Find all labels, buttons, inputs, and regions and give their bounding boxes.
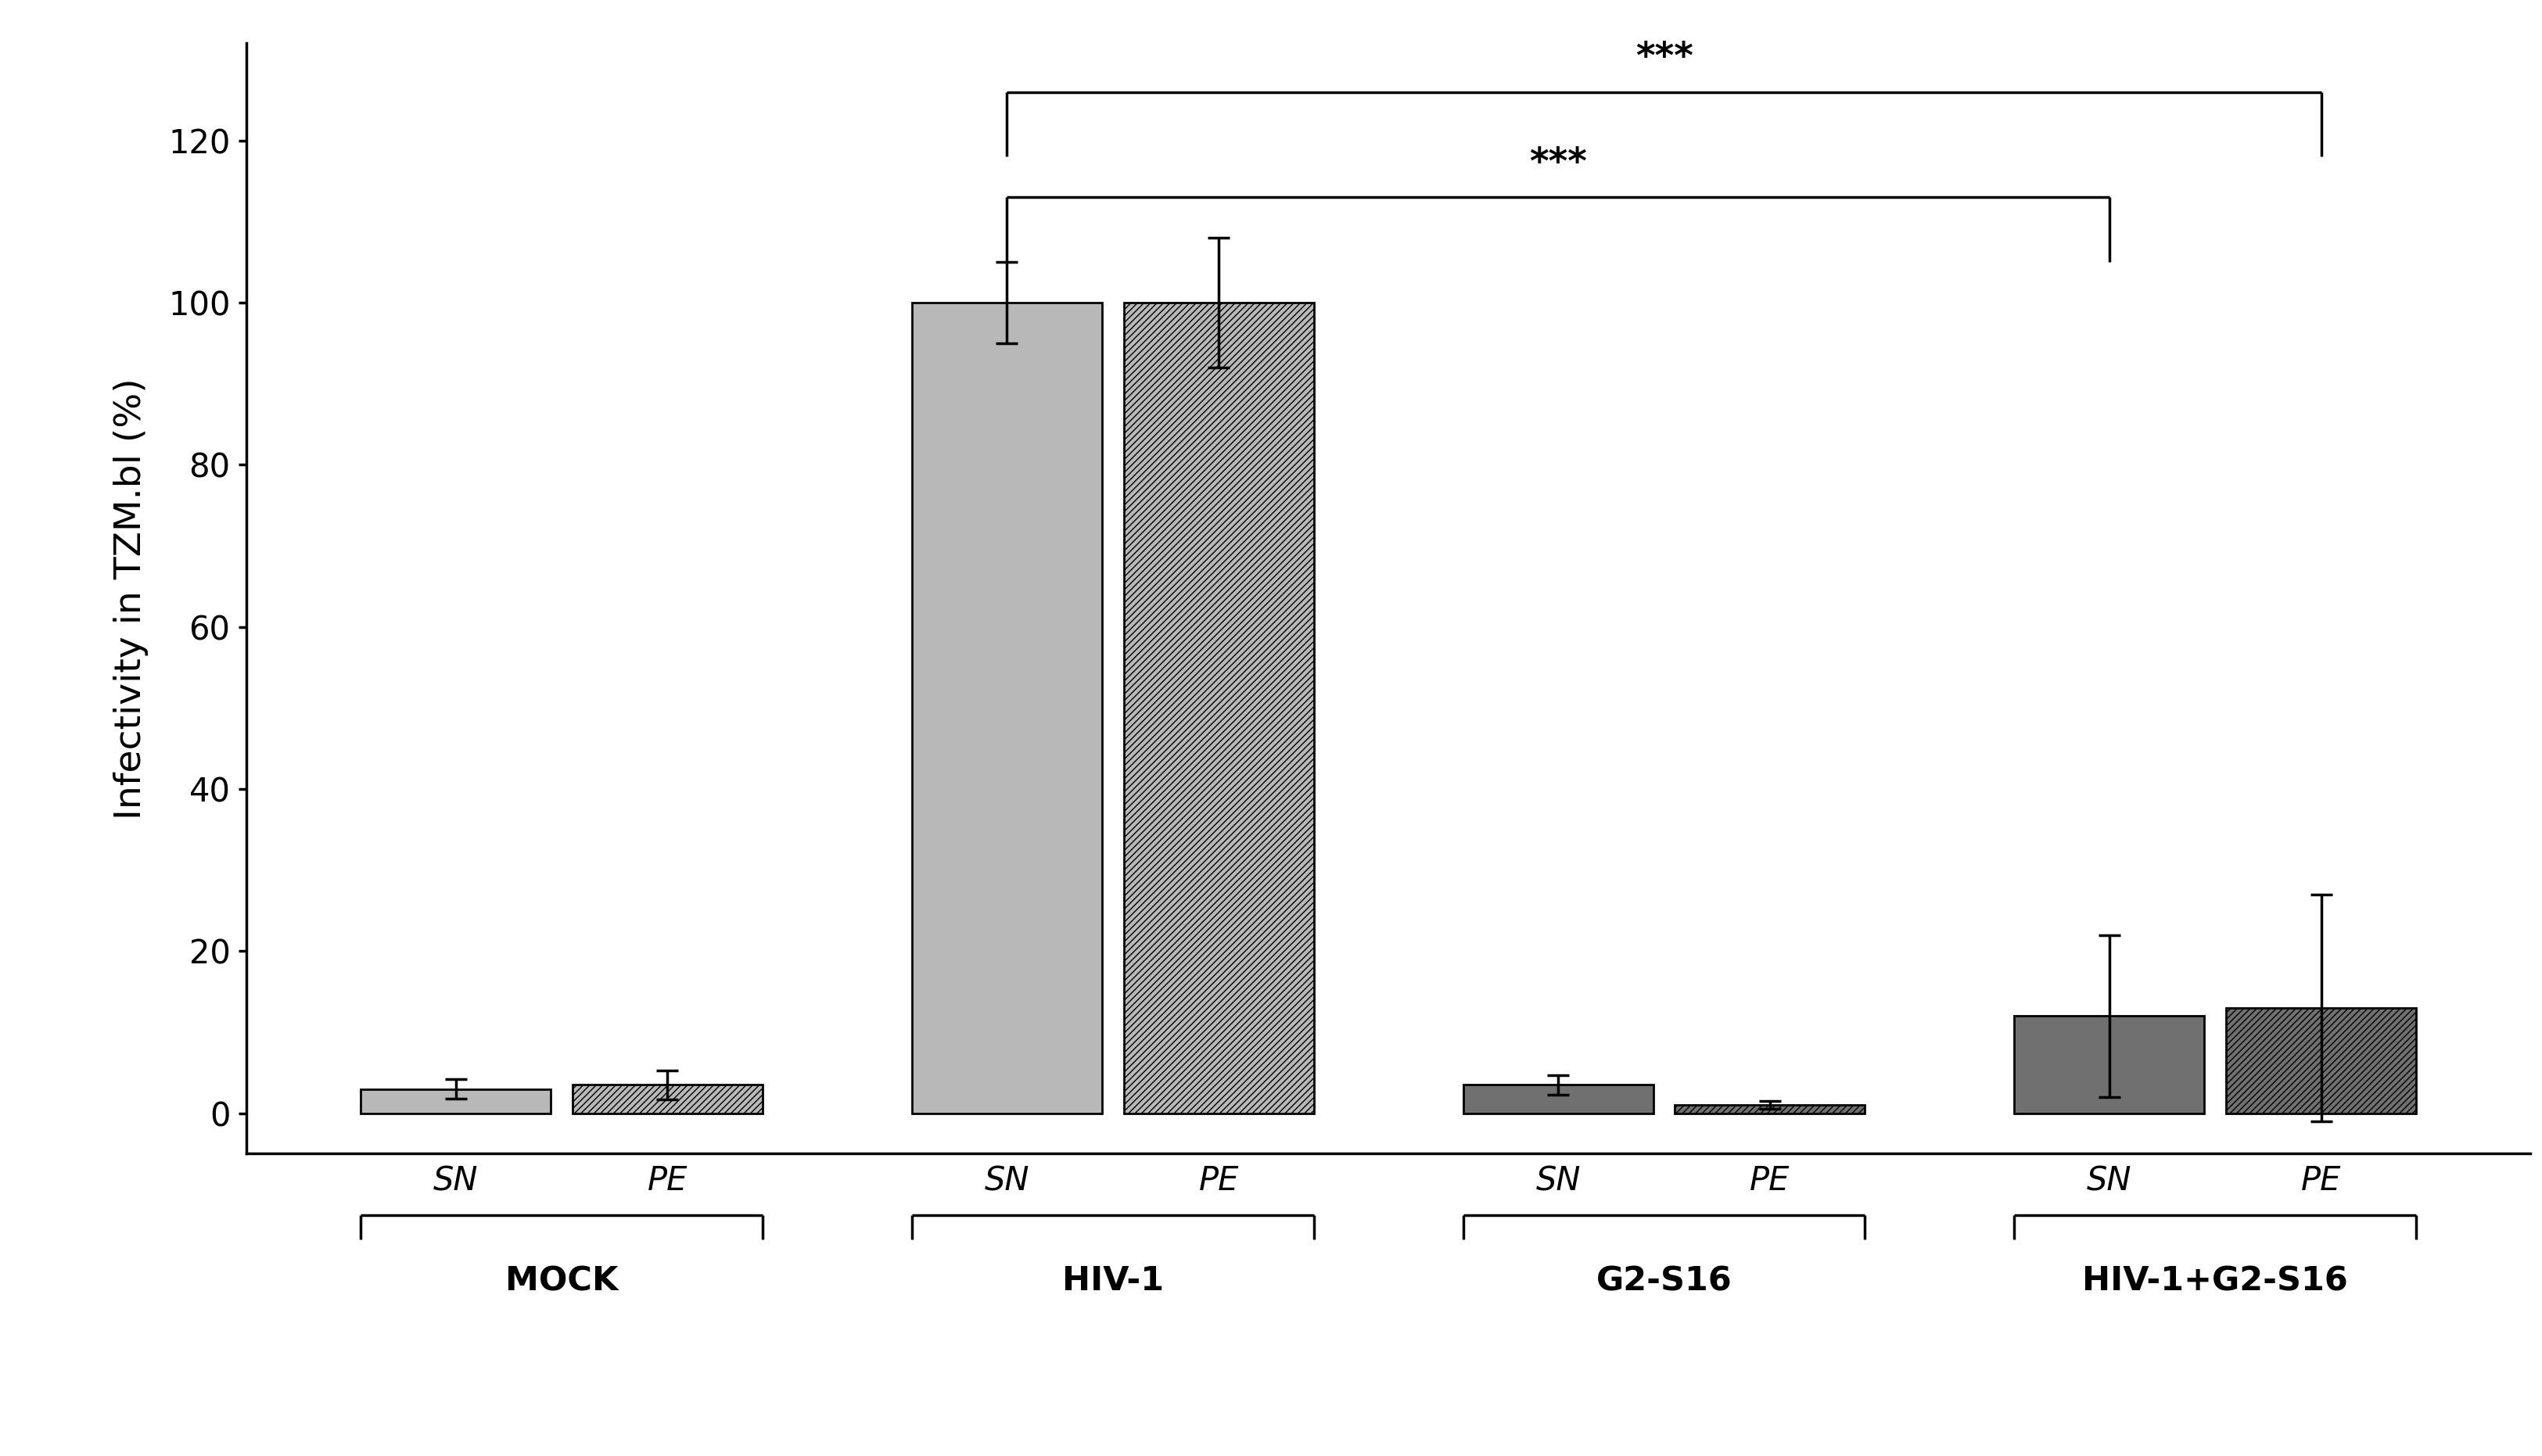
Bar	[361, 1089, 552, 1114]
Bar	[1124, 303, 1314, 1114]
Bar	[572, 1085, 763, 1114]
Text: ***: ***	[1530, 146, 1586, 181]
Text: HIV-1: HIV-1	[1063, 1265, 1164, 1297]
Bar	[2227, 1008, 2417, 1114]
Text: G2-S16: G2-S16	[1596, 1265, 1731, 1297]
Bar	[913, 303, 1103, 1114]
Y-axis label: Infectivity in TZM.bl (%): Infectivity in TZM.bl (%)	[114, 377, 147, 820]
Bar	[1675, 1105, 1866, 1114]
Text: MOCK: MOCK	[506, 1265, 618, 1297]
Text: HIV-1+G2-S16: HIV-1+G2-S16	[2082, 1265, 2349, 1297]
Text: ***: ***	[1635, 41, 1693, 76]
Bar	[2013, 1016, 2204, 1114]
Bar	[1464, 1085, 1652, 1114]
